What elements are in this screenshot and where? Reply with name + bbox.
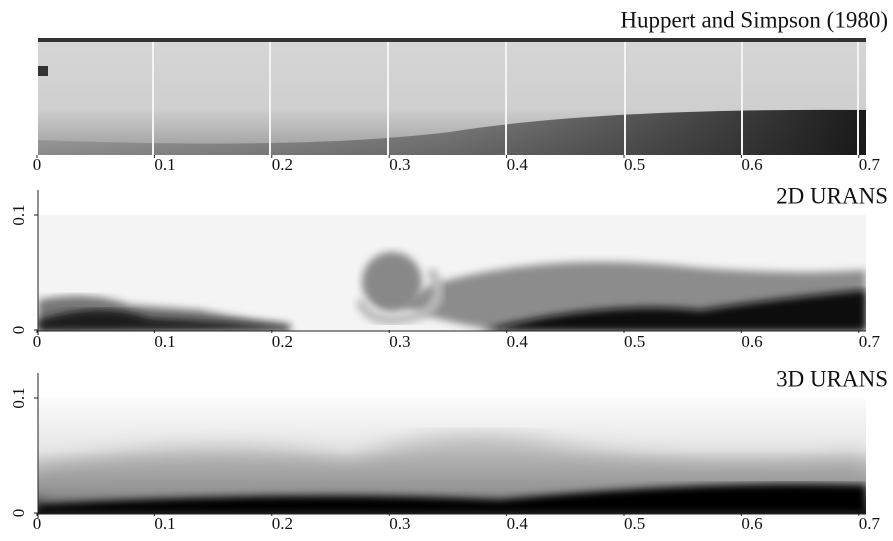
x-tick-label: 0.5 <box>624 332 645 351</box>
x-tick-label: 0.5 <box>624 514 645 533</box>
panel-title: 3D URANS <box>776 366 888 391</box>
x-tick-label: 0.6 <box>741 514 762 533</box>
panel-title: 2D URANS <box>776 183 888 208</box>
x-tick-label: 0.5 <box>624 155 645 174</box>
x-tick-label: 0 <box>33 514 42 533</box>
x-tick-label: 0.6 <box>741 155 762 174</box>
x-tick-label: 0.3 <box>389 514 410 533</box>
simulation-2d <box>38 215 866 331</box>
x-tick-label: 0.4 <box>507 514 529 533</box>
x-tick-label: 0.7 <box>859 332 881 351</box>
x-tick-label: 0.2 <box>272 155 293 174</box>
y-tick-label: 0 <box>9 326 28 335</box>
x-tick-label: 0.1 <box>154 155 175 174</box>
x-tick-label: 0.4 <box>507 332 529 351</box>
y-tick-label: 0.1 <box>9 387 28 408</box>
x-tick-label: 0.7 <box>859 155 881 174</box>
y-tick-label: 0 <box>9 509 28 518</box>
panel-title: Huppert and Simpson (1980) <box>620 7 888 32</box>
simulation-3d <box>38 398 866 514</box>
experiment-photo <box>38 38 866 155</box>
y-tick-label: 0.1 <box>9 204 28 225</box>
x-tick-label: 0.1 <box>154 332 175 351</box>
x-tick-label: 0 <box>33 155 42 174</box>
x-tick-label: 0.2 <box>272 514 293 533</box>
x-tick-label: 0.3 <box>389 332 410 351</box>
x-tick-label: 0 <box>33 332 42 351</box>
x-tick-label: 0.2 <box>272 332 293 351</box>
x-tick-label: 0.4 <box>507 155 529 174</box>
x-tick-label: 0.6 <box>741 332 762 351</box>
x-tick-label: 0.3 <box>389 155 410 174</box>
x-tick-label: 0.7 <box>859 514 881 533</box>
x-tick-label: 0.1 <box>154 514 175 533</box>
